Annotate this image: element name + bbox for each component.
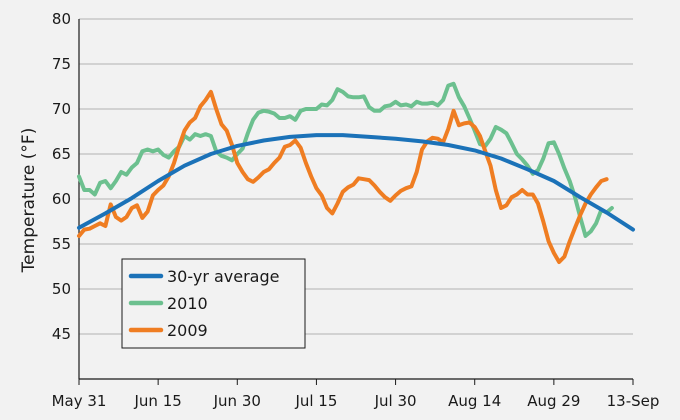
series-line [77,133,635,232]
y-tick-label: 45 [52,325,71,343]
legend-label: 30-yr average [167,267,279,286]
series-line [77,89,609,264]
y-axis-title: Temperature (°F) [19,128,39,274]
x-tick-labels: May 31 Jun 15 Jun 30 Jul 15 Jul 30 Aug 14 Aug … [52,379,660,410]
y-tick-label: 80 [52,10,71,28]
y-tick-label: 70 [52,100,71,118]
x-tick-label: Jul 30 [374,392,417,410]
x-tick-label: May 31 [52,392,107,410]
series-lines [77,81,635,264]
x-tick-label: Jul 15 [294,392,337,410]
y-tick-labels: 45 50 55 60 65 70 75 80 [52,10,71,343]
y-tick-label: 50 [52,280,71,298]
y-tick-label: 60 [52,190,71,208]
series-line [77,81,614,238]
x-tick-label: Jun 30 [213,392,261,410]
x-tick-label: Aug 29 [527,392,580,410]
gridlines [78,18,633,380]
x-tick-label: Jun 15 [133,392,181,410]
y-tick-label: 75 [52,55,71,73]
legend: 30-yr average 2010 2009 [121,258,306,349]
legend-label: 2009 [167,321,208,340]
y-tick-label: 55 [52,235,71,253]
y-tick-label: 65 [52,145,71,163]
x-tick-label: Aug 14 [448,392,501,410]
x-tick-label: 13-Sep [607,392,660,410]
legend-label: 2010 [167,294,208,313]
